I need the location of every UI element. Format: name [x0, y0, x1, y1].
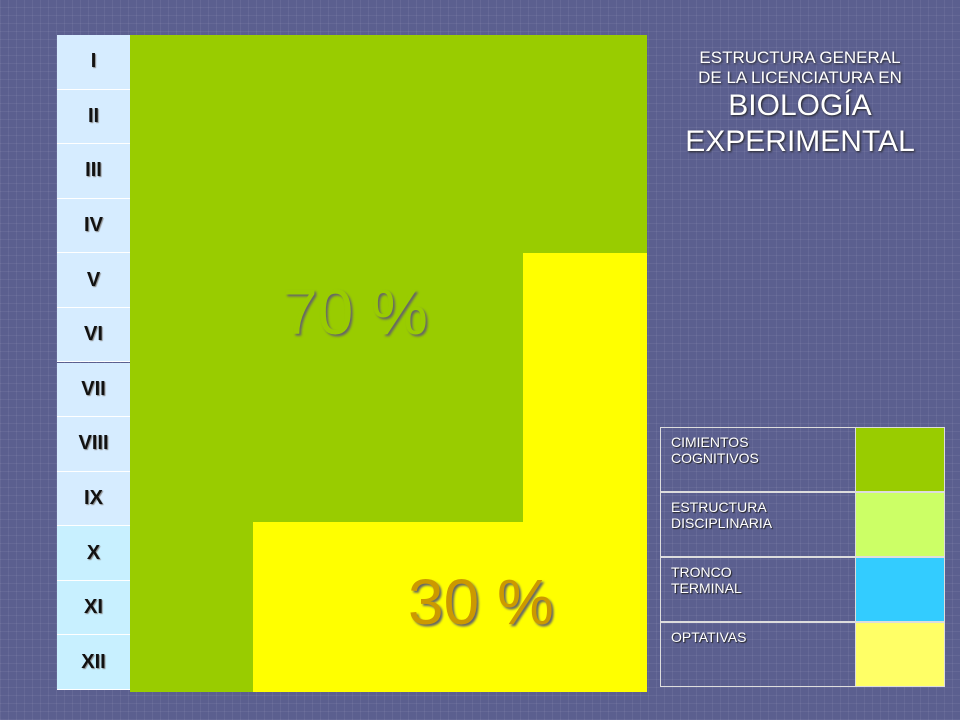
title-line: BIOLOGÍA: [728, 89, 872, 122]
legend-row: OPTATIVAS: [660, 622, 945, 687]
legend-row: CIMIENTOS COGNITIVOS: [660, 427, 945, 492]
semester-label: II: [57, 89, 130, 145]
legend-swatch: [855, 623, 944, 686]
disciplinary-block: [253, 522, 647, 692]
semester-label: VIII: [57, 417, 130, 472]
semester-label: VII: [57, 362, 130, 418]
legend-row: ESTRUCTURA DISCIPLINARIA: [660, 492, 945, 557]
semester-label: V: [57, 253, 130, 308]
semester-label: X: [57, 526, 130, 581]
legend-label: ESTRUCTURA DISCIPLINARIA: [671, 499, 773, 531]
semester-label: XII: [57, 635, 130, 690]
semester-label: I: [57, 35, 130, 90]
semester-label: VI: [57, 307, 130, 363]
disciplinary-block: [523, 253, 647, 523]
title: ESTRUCTURA GENERAL DE LA LICENCIATURA EN…: [660, 48, 940, 160]
title-line: EXPERIMENTAL: [685, 125, 915, 158]
semester-label: IX: [57, 471, 130, 527]
title-line: DE LA LICENCIATURA EN: [698, 68, 902, 87]
legend-label: CIMIENTOS COGNITIVOS: [671, 434, 759, 466]
legend-label: OPTATIVAS: [671, 629, 747, 645]
semester-label: IV: [57, 198, 130, 254]
semester-label: III: [57, 144, 130, 199]
semester-label: XI: [57, 580, 130, 636]
core-label: 70 %: [282, 276, 428, 348]
legend-swatch: [855, 558, 944, 621]
title-line: ESTRUCTURA GENERAL: [699, 48, 901, 67]
disciplinary-label: 30 %: [408, 566, 554, 638]
legend-label: TRONCO TERMINAL: [671, 564, 742, 596]
legend-swatch: [855, 493, 944, 556]
legend-row: TRONCO TERMINAL: [660, 557, 945, 622]
legend-swatch: [855, 428, 944, 491]
